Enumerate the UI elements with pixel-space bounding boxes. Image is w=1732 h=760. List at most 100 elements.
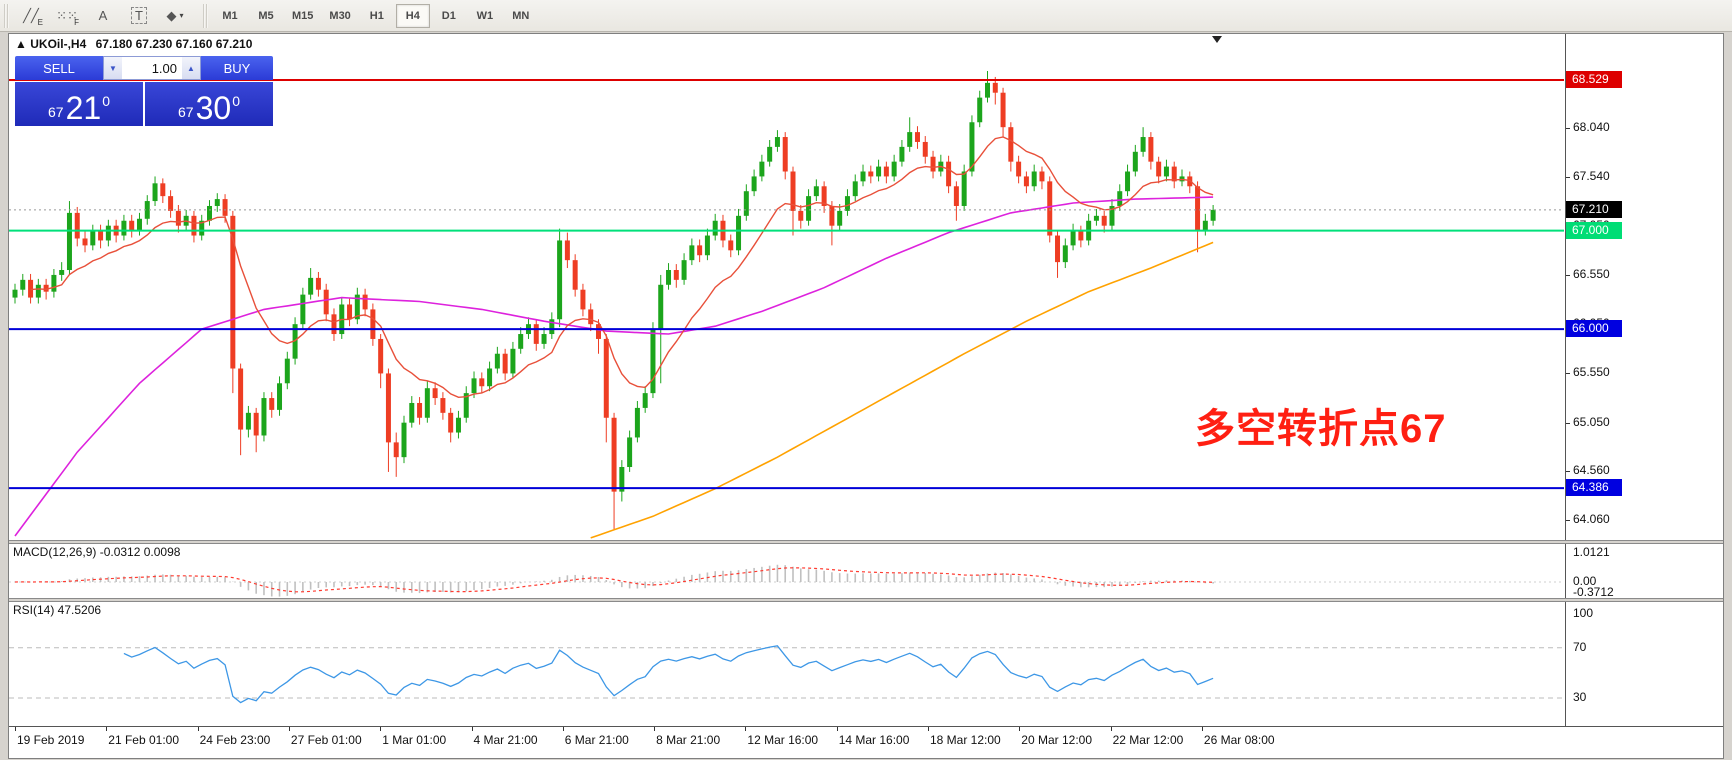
price-tick-label: 67.540 [1573,169,1610,184]
price-tick [1566,470,1570,472]
timeframe-button-m15[interactable]: M15 [292,9,314,22]
time-label: 12 Mar 16:00 [747,733,819,747]
time-label: 22 Mar 12:00 [1112,733,1184,747]
macd-pane[interactable]: MACD(12,26,9) -0.0312 0.0098 1.0121 0.00-… [9,544,1723,598]
indicators-icon[interactable]: ╱╱ E [23,7,43,27]
sell-price-display[interactable]: 67 21 0 [15,82,143,126]
price-tick [1566,177,1570,179]
time-tick [288,727,290,731]
rsi-axis-label: 70 [1573,639,1587,654]
ohlc-values: 67.180 67.230 67.160 67.210 [95,37,253,51]
price-tick-label: 68.040 [1573,120,1610,135]
sell-price-big: 21 [65,90,102,126]
time-label: 1 Mar 01:00 [382,733,447,747]
top-toolbar: ╱╱ E ⁙⁙ F A T ◆ ▾ M1 M5 M15 M30 H1 H4 D1 W1 MN [0,0,1732,32]
time-label: 21 Feb 01:00 [108,733,180,747]
macd-axis[interactable]: 1.0121 0.00 -0.3712 [1565,544,1723,598]
time-tick [197,727,199,731]
price-tick [1566,520,1570,522]
time-label: 4 Mar 21:00 [473,733,538,747]
time-label: 27 Feb 01:00 [290,733,362,747]
macd-axis-label: 1.0121 [1573,545,1610,559]
timeframe-button-mn[interactable]: MN [512,9,530,22]
timeframe-button-m1[interactable]: M1 [222,9,238,22]
pane-splitter-macd[interactable] [9,540,1723,544]
timeframe-button-h4[interactable]: H4 [395,3,430,28]
price-tick [1566,274,1570,276]
timeframe-button-h1[interactable]: H1 [369,9,384,22]
price-tick-label: 64.560 [1573,462,1610,477]
volume-stepper: ▼ 1.00 ▲ [103,56,201,80]
time-tick [471,727,473,731]
price-badge-67.210: 67.210 [1566,200,1622,218]
symbol-period-label: UKOil-,H4 [30,37,87,51]
volume-input[interactable]: 1.00 [151,60,177,76]
time-tick [1201,727,1203,731]
time-label: 26 Mar 08:00 [1203,733,1275,747]
time-tick [106,727,108,731]
price-tick [1566,422,1570,424]
one-click-trade-panel: SELL ▼ 1.00 ▲ BUY 67 21 0 67 30 0 [15,56,273,126]
time-label: 8 Mar 21:00 [656,733,721,747]
rsi-pane[interactable]: RSI(14) 47.5206 100 70 30 [9,602,1723,726]
macd-axis-label: 0.00 [1573,574,1597,588]
collapse-arrow-icon[interactable]: ▲ [15,37,27,51]
quote-line: ▲ UKOil-,H4 67.180 67.230 67.160 67.210 [15,37,252,51]
arrow-objects-icon[interactable]: ◆ ▾ [166,7,184,23]
grid-icon[interactable]: ⁙⁙ F [56,7,79,27]
time-label: 24 Feb 23:00 [199,733,271,747]
rsi-plot-area[interactable] [9,602,1564,726]
chart-window: ▲ UKOil-,H4 67.180 67.230 67.160 67.210 … [8,33,1724,759]
time-tick [745,727,747,731]
time-label: 19 Feb 2019 [17,733,85,747]
main-price-pane[interactable]: ▲ UKOil-,H4 67.180 67.230 67.160 67.210 … [9,34,1723,540]
timeframe-button-m5[interactable]: M5 [258,9,274,22]
time-label: 6 Mar 21:00 [564,733,629,747]
time-tick [654,727,656,731]
volume-increase-button[interactable]: ▲ [182,57,200,79]
time-tick [1110,727,1112,731]
sell-button[interactable]: SELL [15,56,103,80]
time-label: 18 Mar 12:00 [930,733,1001,747]
timeframe-button-w1[interactable]: W1 [476,9,494,22]
buy-button[interactable]: BUY [201,56,273,80]
price-badge-66.000: 66.000 [1566,320,1622,338]
timeframe-button-m30[interactable]: M30 [329,9,351,22]
price-tick-label: 65.550 [1573,365,1610,380]
time-axis[interactable]: 19 Feb 2019 21 Feb 01:00 24 Feb 23:00 27 Fe… [9,726,1723,754]
price-tick-label: 66.550 [1573,266,1610,281]
rsi-axis-label: 100 [1573,606,1594,620]
price-badge-64.386: 64.386 [1566,479,1622,497]
price-badge-67.000: 67.000 [1566,221,1622,239]
price-axis[interactable]: 68.04067.54067.05066.55066.05065.55065.0… [1565,34,1723,540]
buy-price-prefix: 67 [178,104,194,120]
text-label-icon[interactable]: A [98,8,108,23]
time-tick [836,727,838,731]
price-tick [1566,128,1570,130]
sell-price-prefix: 67 [48,104,64,120]
volume-decrease-button[interactable]: ▼ [104,57,122,79]
time-label: 14 Mar 16:00 [838,733,910,747]
toolbar-grip[interactable] [4,3,9,28]
pane-splitter-rsi[interactable] [9,598,1723,602]
time-tick [1019,727,1021,731]
rsi-axis[interactable]: 100 70 30 [1565,602,1723,726]
buy-price-sup: 0 [232,93,240,109]
time-tick [562,727,564,731]
macd-label: MACD(12,26,9) -0.0312 0.0098 [13,545,181,559]
price-tick [1566,373,1570,375]
chart-shift-marker[interactable] [1212,36,1222,43]
time-tick [928,727,929,731]
timeframe-toolbar-grip[interactable] [203,3,208,28]
buy-price-display[interactable]: 67 30 0 [145,82,273,126]
price-badge-68.529: 68.529 [1566,71,1622,88]
text-box-icon[interactable]: T [124,3,154,29]
time-label: 20 Mar 12:00 [1021,733,1093,747]
sell-price-sup: 0 [102,93,110,109]
price-tick-label: 65.050 [1573,414,1610,429]
macd-plot-area[interactable] [9,544,1564,598]
macd-axis-label: -0.3712 [1573,585,1614,598]
timeframe-button-d1[interactable]: D1 [441,9,456,22]
rsi-label: RSI(14) 47.5206 [13,603,102,617]
time-tick [380,727,382,731]
